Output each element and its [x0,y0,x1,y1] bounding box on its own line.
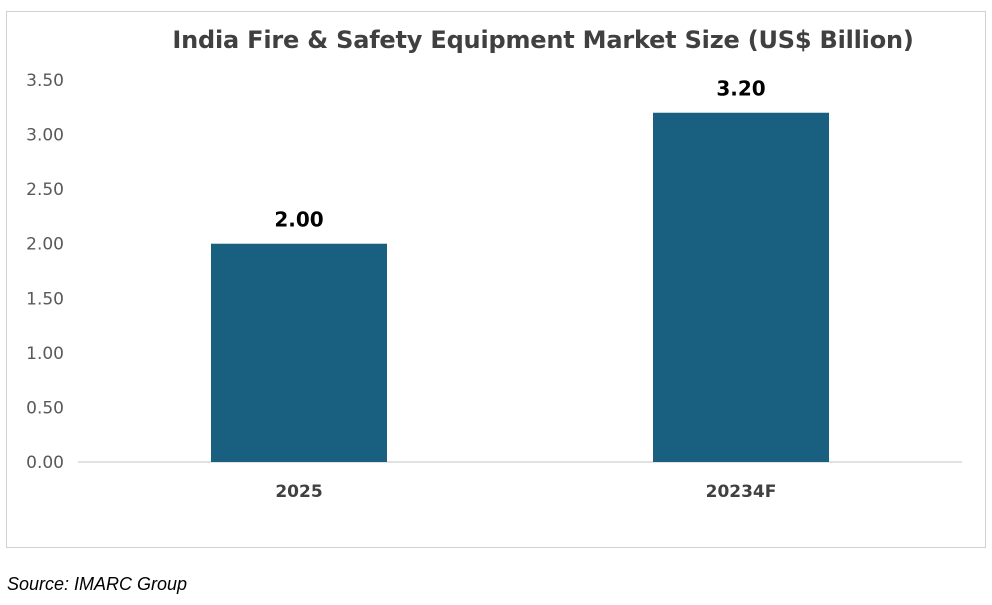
chart-title: India Fire & Safety Equipment Market Siz… [172,26,914,54]
bar [211,243,387,462]
y-tick-label: 0.50 [26,398,64,418]
bar-chart: 0.00 0.50 1.00 1.50 2.00 2.50 3.00 3.50 2.00 2025… [26,71,962,502]
y-tick-label: 1.00 [26,344,64,364]
y-tick-label: 3.00 [26,126,64,146]
y-tick-label: 1.50 [26,289,64,309]
y-tick-label: 2.50 [26,180,64,200]
x-tick-label: 20234F [706,482,777,502]
bar [653,112,829,462]
data-label: 3.20 [716,77,765,101]
y-tick-label: 3.50 [26,71,64,91]
y-tick-label: 0.00 [26,453,64,473]
data-label: 2.00 [274,208,323,232]
y-tick-label: 2.00 [26,235,64,255]
source-note: Source: IMARC Group [7,574,188,594]
x-tick-label: 2025 [275,482,322,502]
